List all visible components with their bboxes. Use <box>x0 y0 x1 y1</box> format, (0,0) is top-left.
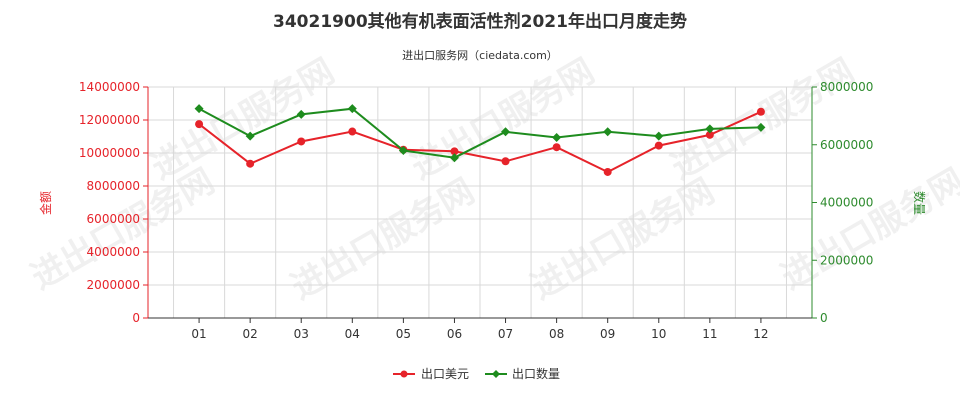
left-tick-label: 4000000 <box>87 245 140 259</box>
x-tick-label: 07 <box>498 327 513 341</box>
data-point-1 <box>449 153 459 163</box>
left-axis-title: 金额 <box>38 191 53 215</box>
data-point-1 <box>603 127 613 137</box>
chart-subtitle: 进出口服务网（ciedata.com） <box>402 48 558 62</box>
data-point-0 <box>552 143 561 152</box>
right-tick-label: 6000000 <box>820 138 873 152</box>
right-tick-label: 4000000 <box>820 196 873 210</box>
left-tick-label: 6000000 <box>87 212 140 226</box>
data-point-1 <box>245 131 255 141</box>
x-tick-label: 05 <box>396 327 411 341</box>
series-line-0 <box>198 110 762 174</box>
data-point-1 <box>552 133 562 143</box>
data-point-0 <box>705 130 714 139</box>
data-point-1 <box>194 104 204 114</box>
legend-item-quantity[interactable]: 出口数量 <box>485 366 560 381</box>
x-tick-label: 06 <box>447 327 462 341</box>
legend-marker-usd <box>400 370 408 378</box>
right-tick-label: 8000000 <box>820 80 873 94</box>
data-point-1 <box>398 146 408 156</box>
data-point-1 <box>347 104 357 114</box>
grid-layer <box>148 86 812 318</box>
x-tick-label: 12 <box>753 327 768 341</box>
data-point-1 <box>705 124 715 134</box>
right-axis-ticks: 0 2000000 4000000 6000000 8000000 <box>812 80 873 325</box>
legend: 出口美元 出口数量 <box>393 366 560 381</box>
watermark-text: 进出口服务网 <box>525 171 722 308</box>
data-point-0 <box>195 120 204 129</box>
data-point-0 <box>654 141 663 150</box>
data-point-0 <box>501 157 510 166</box>
x-tick-label: 08 <box>549 327 564 341</box>
legend-item-usd[interactable]: 出口美元 <box>393 367 469 381</box>
left-tick-label: 12000000 <box>79 113 140 127</box>
x-tick-label: 02 <box>243 327 258 341</box>
data-point-1 <box>501 127 511 137</box>
left-tick-label: 0 <box>132 311 140 325</box>
data-point-0 <box>603 167 612 176</box>
x-tick-label: 04 <box>345 327 360 341</box>
watermark-text: 进出口服务网 <box>665 51 862 188</box>
data-point-0 <box>450 147 459 156</box>
legend-label-quantity: 出口数量 <box>512 366 560 381</box>
x-tick-label: 10 <box>651 327 666 341</box>
left-tick-label: 2000000 <box>87 278 140 292</box>
legend-label-usd: 出口美元 <box>421 367 469 381</box>
x-tick-label: 11 <box>702 327 717 341</box>
x-tick-label: 09 <box>600 327 615 341</box>
right-tick-label: 2000000 <box>820 253 873 267</box>
left-tick-label: 8000000 <box>87 179 140 193</box>
series-layer <box>194 104 766 176</box>
x-tick-label: 03 <box>294 327 309 341</box>
data-point-0 <box>348 127 357 136</box>
data-point-1 <box>756 122 766 132</box>
data-point-1 <box>296 109 306 119</box>
chart-title: 34021900其他有机表面活性剂2021年出口月度走势 <box>273 11 687 32</box>
watermark-text: 进出口服务网 <box>775 161 960 298</box>
left-tick-label: 14000000 <box>79 80 140 94</box>
watermark-text: 进出口服务网 <box>405 51 602 188</box>
watermark-text: 进出口服务网 <box>285 171 482 308</box>
x-tick-label: 01 <box>191 327 206 341</box>
data-point-0 <box>297 137 306 146</box>
data-point-0 <box>246 159 255 168</box>
series-line-1 <box>198 107 761 159</box>
left-tick-label: 10000000 <box>79 146 140 160</box>
data-point-1 <box>654 131 664 141</box>
x-axis-ticks: 01 02 03 04 05 06 07 08 09 10 11 12 <box>191 318 769 341</box>
right-axis-title: 数量 <box>912 191 927 215</box>
data-point-0 <box>756 107 765 116</box>
legend-marker-quantity <box>492 370 500 378</box>
left-axis-ticks: 0 2000000 4000000 6000000 8000000 10000000 120… <box>79 80 148 325</box>
right-tick-label: 0 <box>820 311 828 325</box>
